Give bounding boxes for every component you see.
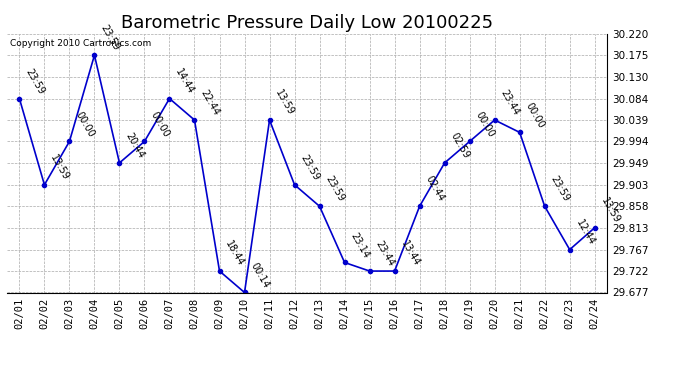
Text: 22:44: 22:44 bbox=[199, 88, 221, 117]
Text: 23:59: 23:59 bbox=[299, 153, 322, 182]
Text: 00:14: 00:14 bbox=[248, 261, 271, 290]
Text: Copyright 2010 Cartronics.com: Copyright 2010 Cartronics.com bbox=[10, 39, 151, 48]
Title: Barometric Pressure Daily Low 20100225: Barometric Pressure Daily Low 20100225 bbox=[121, 14, 493, 32]
Text: 13:59: 13:59 bbox=[48, 153, 71, 182]
Text: 00:00: 00:00 bbox=[74, 110, 96, 139]
Text: 23:59: 23:59 bbox=[324, 174, 346, 204]
Text: 02:59: 02:59 bbox=[448, 131, 471, 160]
Text: 02:44: 02:44 bbox=[424, 174, 446, 204]
Text: 18:44: 18:44 bbox=[224, 239, 246, 268]
Text: 23:59: 23:59 bbox=[99, 23, 121, 52]
Text: 23:44: 23:44 bbox=[499, 88, 522, 117]
Text: 23:14: 23:14 bbox=[348, 231, 371, 260]
Text: 14:44: 14:44 bbox=[174, 67, 196, 96]
Text: 00:00: 00:00 bbox=[524, 100, 546, 130]
Text: 00:00: 00:00 bbox=[148, 110, 171, 139]
Text: 12:44: 12:44 bbox=[574, 218, 596, 247]
Text: 23:59: 23:59 bbox=[549, 174, 571, 204]
Text: 23:44: 23:44 bbox=[374, 239, 396, 268]
Text: 13:59: 13:59 bbox=[274, 88, 296, 117]
Text: 00:00: 00:00 bbox=[474, 110, 496, 139]
Text: 13:44: 13:44 bbox=[399, 239, 422, 268]
Text: 20:44: 20:44 bbox=[124, 131, 146, 160]
Text: 13:59: 13:59 bbox=[599, 196, 622, 225]
Text: 23:59: 23:59 bbox=[23, 66, 46, 96]
